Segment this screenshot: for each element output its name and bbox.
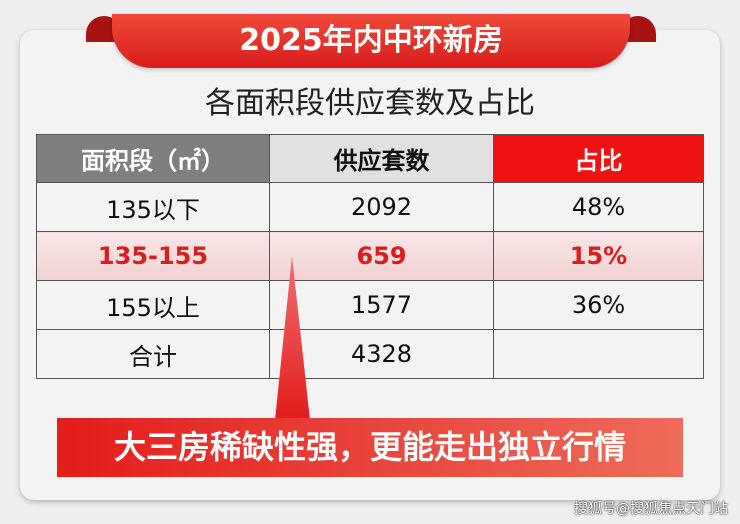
callout-banner: 大三房稀缺性强，更能走出独立行情 [57, 418, 683, 477]
header-units: 供应套数 [269, 134, 494, 183]
table-row-total: 合计 4328 [36, 329, 704, 379]
table-row-highlighted: 135-155 659 15% [36, 231, 704, 281]
cell-area: 合计 [36, 329, 270, 379]
table-row: 155以上 1577 36% [36, 280, 704, 330]
watermark: 搜狐号@搜狐焦点天门站 [574, 501, 728, 517]
cell-share: 15% [493, 231, 704, 281]
header-share: 占比 [493, 134, 704, 183]
table-header: 面积段（㎡） 供应套数 占比 [36, 134, 704, 183]
cell-share [493, 329, 704, 379]
cell-units: 4328 [269, 329, 494, 379]
cell-units: 2092 [269, 182, 494, 232]
subtitle: 各面积段供应套数及占比 [205, 86, 535, 121]
table-row: 135以下 2092 48% [36, 182, 704, 232]
cell-share: 36% [493, 280, 704, 330]
cell-area: 135以下 [36, 182, 270, 232]
cell-units: 1577 [269, 280, 494, 330]
supply-table: 面积段（㎡） 供应套数 占比 135以下 2092 48% 135-155 65… [36, 134, 704, 379]
title-banner: 2025年内中环新房 [112, 14, 630, 68]
cell-share: 48% [493, 182, 704, 232]
cell-units: 659 [269, 231, 494, 281]
